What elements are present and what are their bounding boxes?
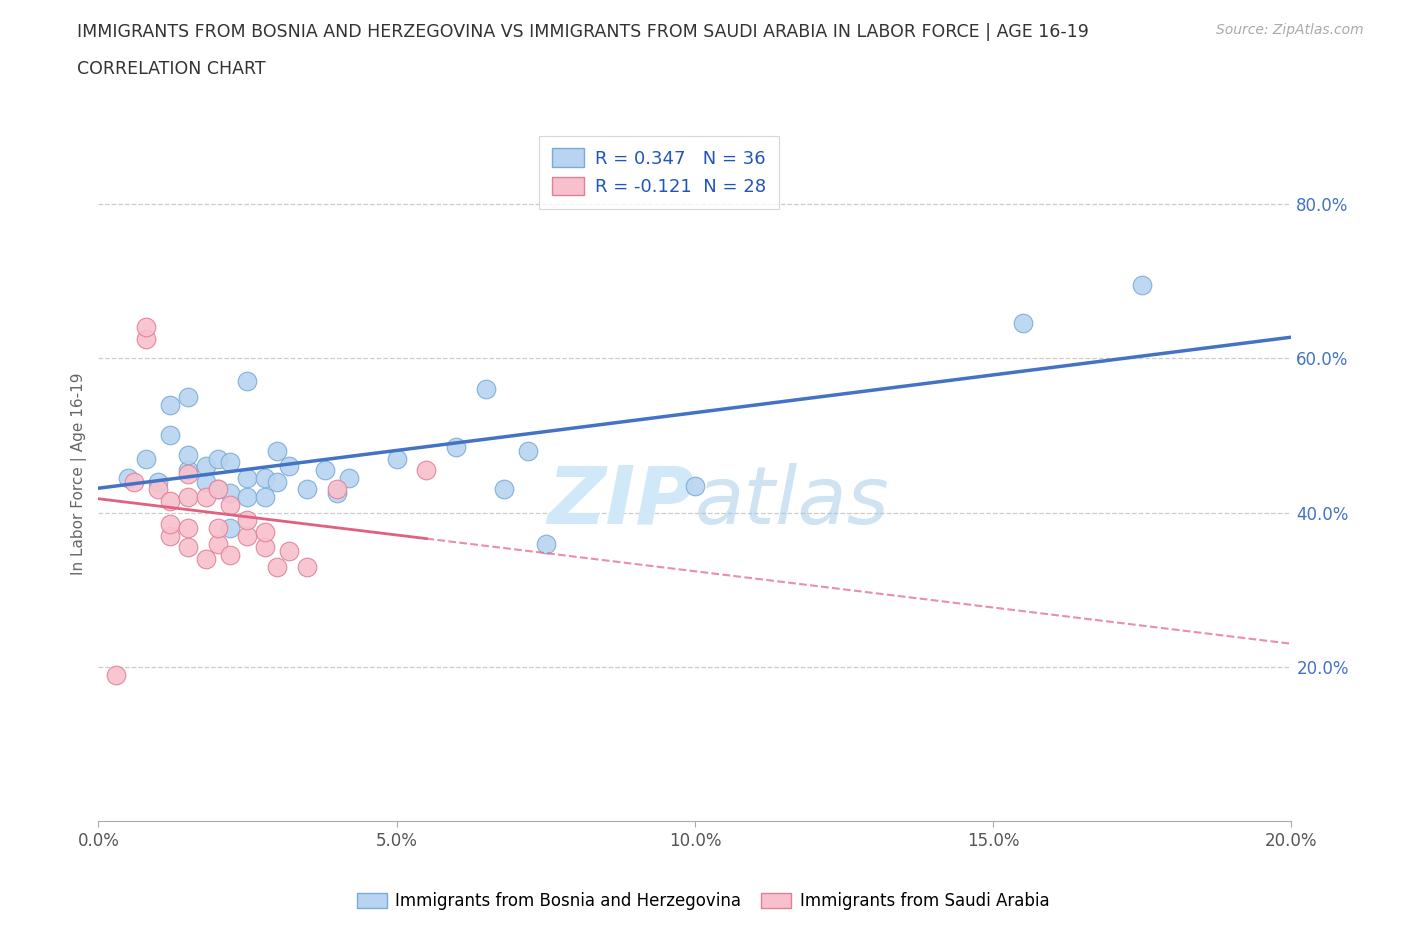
Legend: Immigrants from Bosnia and Herzegovina, Immigrants from Saudi Arabia: Immigrants from Bosnia and Herzegovina, … [350,885,1056,917]
Point [266,474,288,489]
Point [254,540,277,555]
Point [218,498,240,512]
Point [135,320,157,335]
Point [159,494,181,509]
Point [295,559,318,574]
Point [218,455,240,470]
Point [326,485,349,500]
Point [236,528,259,543]
Point [254,471,277,485]
Point [177,521,200,536]
Text: Source: ZipAtlas.com: Source: ZipAtlas.com [1216,23,1364,37]
Text: ZIP: ZIP [547,463,695,541]
Point [135,331,157,346]
Point [446,440,468,455]
Point [278,544,301,559]
Point [254,525,277,539]
Point [236,490,259,505]
Point [177,447,200,462]
Point [177,390,200,405]
Point [385,451,408,466]
Point [159,517,181,532]
Point [236,513,259,528]
Text: atlas: atlas [695,463,890,541]
Point [1130,277,1153,292]
Point [194,551,217,566]
Point [1012,316,1035,331]
Point [194,490,217,505]
Point [207,482,229,497]
Point [105,668,128,683]
Point [337,471,360,485]
Point [516,444,538,458]
Point [194,474,217,489]
Point [207,521,229,536]
Point [117,471,139,485]
Text: IMMIGRANTS FROM BOSNIA AND HERZEGOVINA VS IMMIGRANTS FROM SAUDI ARABIA IN LABOR : IMMIGRANTS FROM BOSNIA AND HERZEGOVINA V… [77,23,1090,41]
Point [207,482,229,497]
Point [492,482,515,497]
Point [207,451,229,466]
Point [159,397,181,412]
Point [122,474,145,489]
Point [266,444,288,458]
Y-axis label: In Labor Force | Age 16-19: In Labor Force | Age 16-19 [72,373,87,576]
Point [177,490,200,505]
Point [314,463,336,478]
Point [683,478,706,493]
Point [218,521,240,536]
Point [207,536,229,551]
Point [254,490,277,505]
Text: CORRELATION CHART: CORRELATION CHART [77,60,266,78]
Point [177,467,200,482]
Point [236,471,259,485]
Point [326,482,349,497]
Point [266,559,288,574]
Point [534,536,557,551]
Point [146,482,169,497]
Point [177,463,200,478]
Point [194,458,217,473]
Point [135,451,157,466]
Legend: R = 0.347   N = 36, R = -0.121  N = 28: R = 0.347 N = 36, R = -0.121 N = 28 [540,136,779,208]
Point [159,528,181,543]
Point [177,540,200,555]
Point [218,548,240,563]
Point [295,482,318,497]
Point [415,463,437,478]
Point [218,485,240,500]
Point [146,474,169,489]
Point [236,374,259,389]
Point [159,428,181,443]
Point [475,381,498,396]
Point [278,458,301,473]
